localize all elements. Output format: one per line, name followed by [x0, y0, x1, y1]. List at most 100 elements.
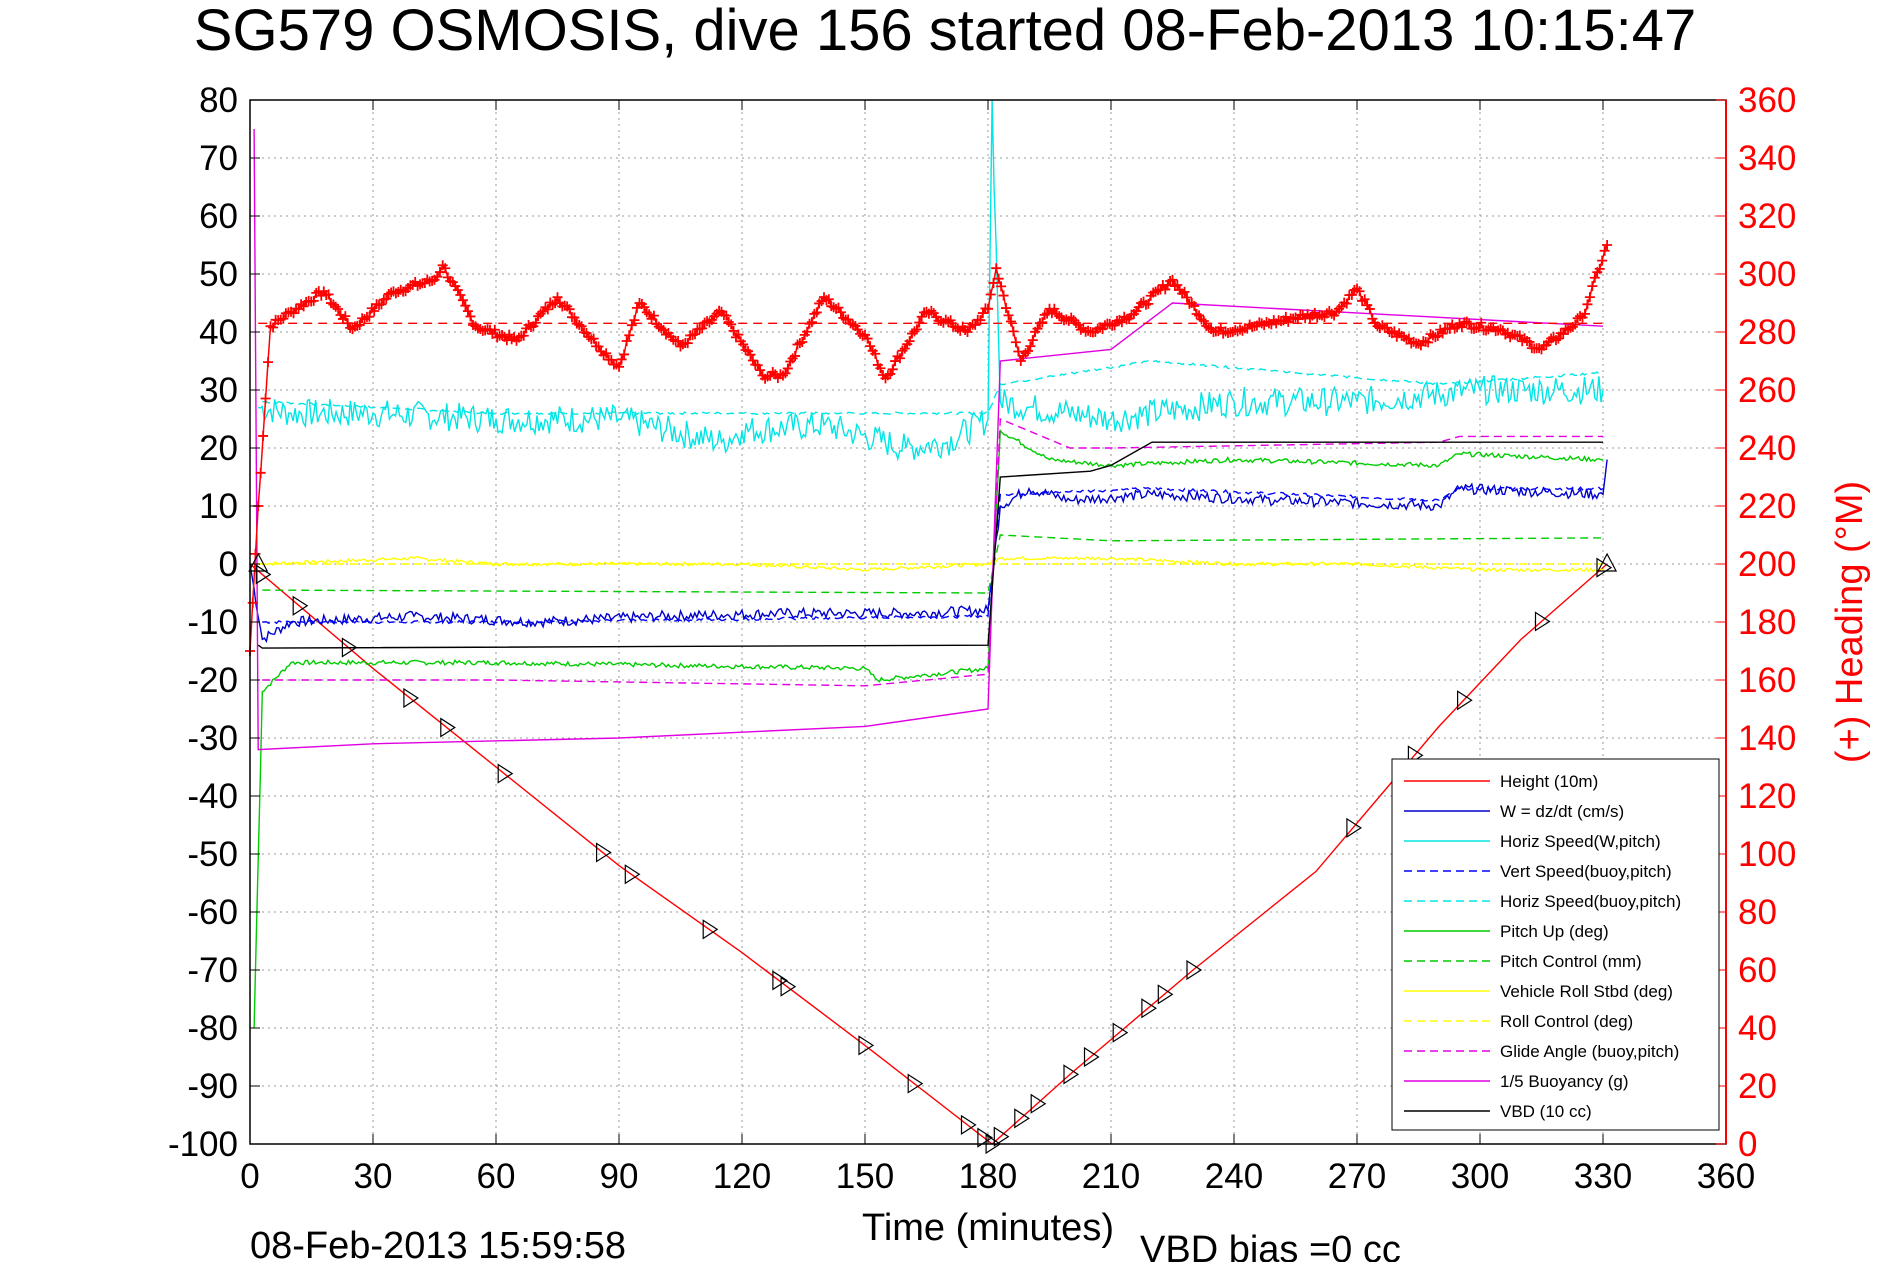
- heading-point: [1579, 308, 1590, 319]
- right-triangle-marker: [1457, 690, 1473, 711]
- heading-point: [616, 354, 627, 365]
- heading-point: [611, 359, 622, 370]
- heading-point: [993, 273, 1004, 284]
- heading-point: [926, 305, 937, 316]
- heading-point: [916, 311, 927, 322]
- heading-point: [345, 322, 356, 333]
- heading-point: [721, 310, 732, 321]
- heading-point: [897, 345, 908, 356]
- heading-point: [614, 361, 624, 372]
- y-tick-label: 20: [199, 429, 238, 468]
- right-triangle-marker: [624, 864, 641, 885]
- y-tick-label: -100: [168, 1125, 238, 1164]
- heading-point: [1550, 335, 1561, 346]
- heading-point: [513, 332, 524, 343]
- heading-point: [308, 295, 319, 306]
- heading-point: [1341, 298, 1352, 309]
- heading-point: [255, 467, 266, 478]
- right-tick-label: 180: [1738, 603, 1796, 642]
- heading-point: [865, 341, 876, 352]
- heading-point: [601, 348, 612, 359]
- heading-point: [1449, 323, 1460, 334]
- x-tick-label: 60: [477, 1157, 516, 1196]
- right-triangle-marker: [702, 919, 719, 940]
- heading-point: [821, 295, 832, 306]
- series-pitch-up-deg: [253, 428, 1604, 1029]
- heading-point: [258, 430, 269, 441]
- heading-point: [1010, 337, 1021, 348]
- heading-point: [1483, 324, 1494, 335]
- series-vbd-10-cc: [257, 441, 1603, 649]
- heading-point: [1179, 286, 1190, 297]
- y-tick-label: -60: [187, 893, 238, 932]
- heading-point: [689, 329, 700, 340]
- y-tick-label: -20: [187, 661, 238, 700]
- heading-point: [547, 299, 558, 310]
- series-1-5-buoyancy-g: [253, 128, 1604, 751]
- heading-point: [624, 330, 635, 341]
- heading-point: [797, 337, 808, 348]
- heading-point: [1191, 309, 1202, 320]
- x-tick-label: 90: [600, 1157, 639, 1196]
- right-tick-label: 160: [1738, 661, 1796, 700]
- right-tick-label: 300: [1738, 255, 1796, 294]
- x-tick-label: 240: [1205, 1157, 1263, 1196]
- heading-point: [988, 277, 999, 288]
- heading-point: [1382, 322, 1393, 333]
- heading-point: [523, 320, 534, 331]
- heading-point: [462, 306, 473, 317]
- heading-point: [1198, 315, 1209, 326]
- heading-point: [328, 299, 339, 310]
- heading-point: [278, 313, 289, 324]
- heading-point: [535, 308, 546, 319]
- heading-point: [911, 324, 922, 335]
- heading-point: [455, 289, 466, 300]
- heading-point: [1437, 328, 1448, 339]
- heading-point: [855, 328, 866, 339]
- heading-point: [943, 316, 954, 327]
- heading-point: [702, 316, 713, 327]
- legend-label-horiz-speed-w-pitch: Horiz Speed(W,pitch): [1500, 832, 1661, 851]
- heading-point: [1143, 298, 1154, 309]
- right-tick-label: 280: [1738, 313, 1796, 352]
- heading-point: [1364, 303, 1375, 314]
- heading-point: [838, 312, 849, 323]
- heading-point: [434, 267, 445, 278]
- y-tick-label: 10: [199, 487, 238, 526]
- heading-point: [542, 304, 553, 315]
- heading-point: [1049, 303, 1060, 314]
- right-triangle-marker: [907, 1073, 924, 1094]
- heading-point: [1203, 322, 1214, 333]
- y-axis-ticks: -100-90-80-70-60-50-40-30-20-10010203040…: [168, 81, 260, 1164]
- heading-point: [1317, 310, 1328, 321]
- heading-point: [802, 326, 813, 337]
- heading-point: [1413, 338, 1424, 349]
- heading-point: [668, 334, 679, 345]
- heading-point: [1495, 324, 1506, 335]
- heading-point: [875, 363, 886, 374]
- x-tick-label: 360: [1697, 1157, 1755, 1196]
- x-tick-label: 30: [354, 1157, 393, 1196]
- heading-point: [395, 284, 406, 295]
- legend-label-1-5-buoyancy-g: 1/5 Buoyancy (g): [1500, 1072, 1629, 1091]
- right-triangle-marker: [1596, 557, 1613, 578]
- right-tick-label: 120: [1738, 777, 1796, 816]
- legend-label-height-10m: Height (10m): [1500, 772, 1598, 791]
- right-tick-label: 200: [1738, 545, 1796, 584]
- right-tick-label: 340: [1738, 139, 1796, 178]
- heading-point: [323, 289, 334, 300]
- heading-point: [1003, 310, 1014, 321]
- heading-point: [415, 279, 426, 290]
- right-tick-label: 80: [1738, 893, 1777, 932]
- heading-point: [333, 304, 344, 315]
- heading-point: [823, 294, 834, 305]
- right-tick-label: 240: [1738, 429, 1796, 468]
- heading-point: [1244, 319, 1255, 330]
- heading-point: [1039, 309, 1050, 320]
- legend-label-pitch-up-deg: Pitch Up (deg): [1500, 922, 1609, 941]
- heading-point: [991, 263, 1002, 274]
- heading-point: [427, 275, 438, 286]
- right-triangle-marker: [858, 1035, 875, 1056]
- y-tick-label: -70: [187, 951, 238, 990]
